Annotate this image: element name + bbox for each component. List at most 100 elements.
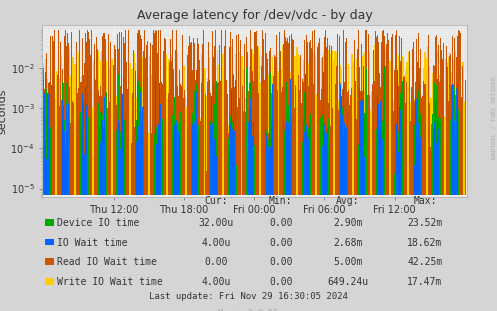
Bar — [261, 30, 262, 195]
Bar — [81, 116, 82, 195]
Bar — [267, 59, 268, 195]
Bar — [112, 80, 114, 195]
Bar — [294, 56, 296, 195]
Bar — [237, 119, 239, 195]
Bar — [85, 33, 86, 195]
Bar — [157, 121, 158, 195]
Bar — [354, 107, 356, 195]
Bar — [389, 61, 391, 195]
Bar — [309, 56, 310, 195]
Bar — [350, 100, 351, 195]
Bar — [348, 124, 349, 195]
Bar — [96, 51, 98, 195]
Bar — [375, 57, 376, 195]
Bar — [317, 94, 318, 195]
Bar — [136, 163, 137, 195]
Text: 649.24u: 649.24u — [328, 277, 368, 287]
Bar — [78, 88, 79, 195]
Bar — [118, 49, 119, 195]
Bar — [246, 38, 247, 195]
Bar — [79, 46, 80, 195]
Bar — [146, 151, 148, 195]
Bar — [392, 124, 393, 195]
Bar — [393, 111, 394, 195]
Bar — [149, 119, 150, 195]
Bar — [191, 42, 192, 195]
Bar — [464, 59, 465, 195]
Bar — [376, 129, 377, 195]
Bar — [384, 36, 385, 195]
Bar — [152, 140, 153, 195]
Bar — [456, 64, 457, 195]
Bar — [181, 127, 182, 195]
Bar — [305, 73, 306, 195]
Bar — [392, 34, 393, 195]
Bar — [211, 112, 212, 195]
Bar — [455, 52, 456, 195]
Bar — [352, 63, 354, 195]
Bar — [396, 94, 397, 195]
Bar — [61, 55, 62, 195]
Bar — [385, 66, 386, 195]
Bar — [307, 69, 308, 195]
Bar — [464, 101, 466, 195]
Bar — [132, 93, 133, 195]
Bar — [149, 149, 150, 195]
Bar — [437, 79, 438, 195]
Bar — [113, 100, 115, 195]
Bar — [271, 75, 272, 195]
Bar — [399, 102, 400, 195]
Bar — [218, 65, 219, 195]
Bar — [405, 70, 407, 195]
Bar — [347, 117, 348, 195]
Bar — [297, 53, 299, 195]
Bar — [55, 99, 57, 195]
Bar — [397, 70, 398, 195]
Bar — [229, 47, 230, 195]
Bar — [48, 127, 49, 195]
Bar — [241, 39, 242, 195]
Bar — [250, 30, 251, 195]
Bar — [193, 38, 194, 195]
Bar — [317, 47, 318, 195]
Text: 4.00u: 4.00u — [201, 238, 231, 248]
Bar — [58, 30, 59, 195]
Bar — [119, 32, 120, 195]
Bar — [410, 121, 411, 195]
Bar — [121, 50, 122, 195]
Bar — [361, 63, 362, 195]
Bar — [291, 118, 292, 195]
Bar — [247, 58, 248, 195]
Bar — [122, 121, 123, 195]
Bar — [426, 88, 427, 195]
Bar — [363, 66, 364, 195]
Bar — [135, 90, 136, 195]
Bar — [408, 104, 409, 195]
Bar — [402, 56, 404, 195]
Bar — [323, 53, 324, 195]
Bar — [245, 120, 246, 195]
Bar — [326, 69, 327, 195]
Bar — [374, 81, 375, 195]
Bar — [222, 54, 224, 195]
Bar — [409, 51, 410, 195]
Bar — [52, 52, 54, 195]
Title: Average latency for /dev/vdc - by day: Average latency for /dev/vdc - by day — [137, 9, 373, 22]
Bar — [134, 128, 135, 195]
Bar — [363, 53, 364, 195]
Bar — [291, 34, 292, 195]
Bar — [99, 96, 100, 195]
Bar — [185, 115, 187, 195]
Bar — [350, 95, 351, 195]
Bar — [395, 35, 396, 195]
Bar — [268, 140, 269, 195]
Bar — [231, 88, 232, 195]
Bar — [412, 49, 413, 195]
Bar — [411, 123, 412, 195]
Bar — [249, 83, 250, 195]
Bar — [294, 108, 295, 195]
Bar — [134, 147, 135, 195]
Bar — [172, 132, 174, 195]
Bar — [89, 115, 90, 195]
Bar — [92, 107, 93, 195]
